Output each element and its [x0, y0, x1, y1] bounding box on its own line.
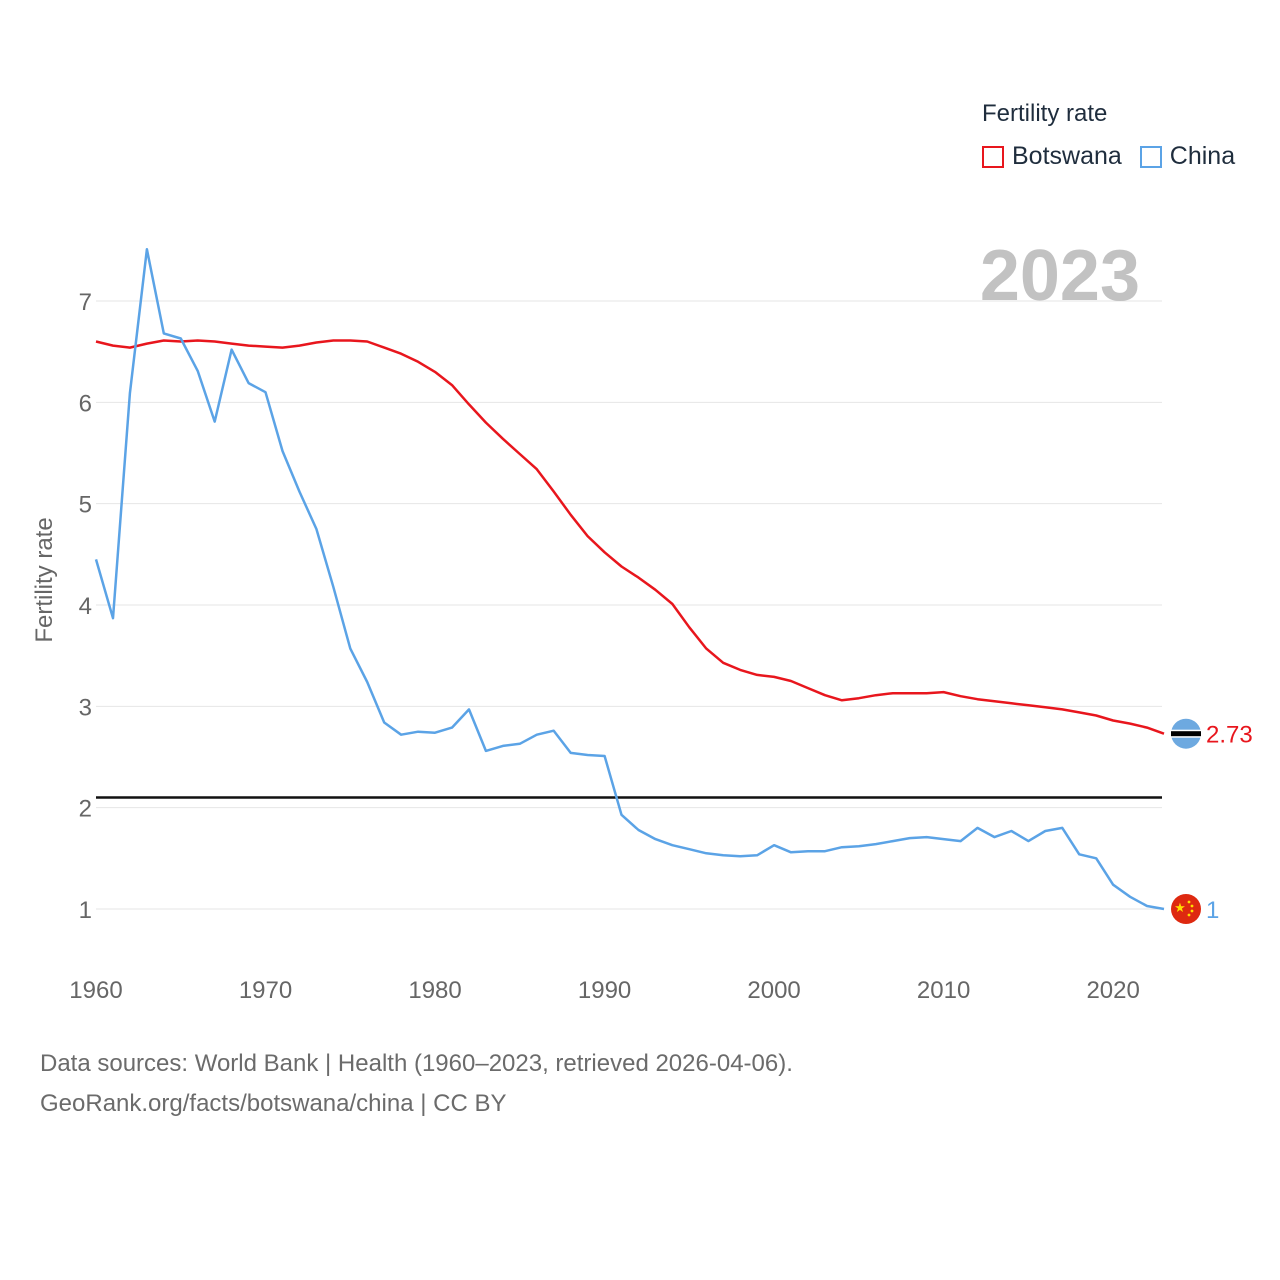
legend-item-botswana[interactable]: Botswana — [982, 142, 1122, 171]
x-tick-2000: 2000 — [747, 977, 800, 1004]
legend-title: Fertility rate — [982, 100, 1108, 127]
y-tick-5: 5 — [79, 492, 92, 519]
series-line-china[interactable] — [94, 248, 1165, 911]
x-tick-1980: 1980 — [408, 977, 461, 1004]
x-tick-1970: 1970 — [239, 977, 292, 1004]
y-tick-3: 3 — [79, 694, 92, 721]
legend-swatch-china — [1139, 145, 1162, 168]
svg-text:★: ★ — [1174, 900, 1186, 915]
y-tick-7: 7 — [79, 289, 92, 316]
x-tick-2020: 2020 — [1086, 977, 1139, 1004]
series-lines — [94, 248, 1165, 911]
legend: Botswana China — [982, 142, 1253, 171]
y-tick-4: 4 — [79, 593, 92, 620]
x-tick-1990: 1990 — [578, 977, 631, 1004]
y-tick-labels: 1 2 3 4 5 6 7 — [79, 289, 92, 924]
y-tick-6: 6 — [79, 390, 92, 417]
y-axis-label: Fertility rate — [31, 517, 58, 642]
flag-marker-china: ★ — [1171, 894, 1201, 924]
legend-label-china: China — [1169, 142, 1236, 170]
footer-sources: Data sources: World Bank | Health (1960–… — [40, 1050, 793, 1077]
series-line-botswana[interactable] — [95, 339, 1165, 735]
gridlines — [96, 300, 1162, 910]
y-tick-2: 2 — [79, 796, 92, 823]
legend-swatch-botswana — [982, 145, 1004, 168]
y-tick-1: 1 — [79, 897, 92, 924]
end-label-china: 1 — [1206, 897, 1219, 924]
flag-marker-botswana — [1171, 718, 1201, 749]
legend-item-china[interactable]: China — [1139, 142, 1236, 171]
footer: Data sources: World Bank | Health (1960–… — [40, 1044, 793, 1124]
end-markers: 2.73 ★ 1 — [1171, 718, 1253, 924]
legend-label-botswana: Botswana — [1012, 142, 1122, 170]
footer-attribution: GeoRank.org/facts/botswana/china | CC BY — [40, 1090, 507, 1117]
year-label: 2023 — [980, 236, 1140, 316]
x-tick-labels: 1960 1970 1980 1990 2000 2010 2020 — [69, 977, 1140, 1004]
end-label-botswana: 2.73 — [1206, 722, 1253, 749]
x-tick-1960: 1960 — [69, 977, 122, 1004]
x-tick-2010: 2010 — [917, 977, 970, 1004]
